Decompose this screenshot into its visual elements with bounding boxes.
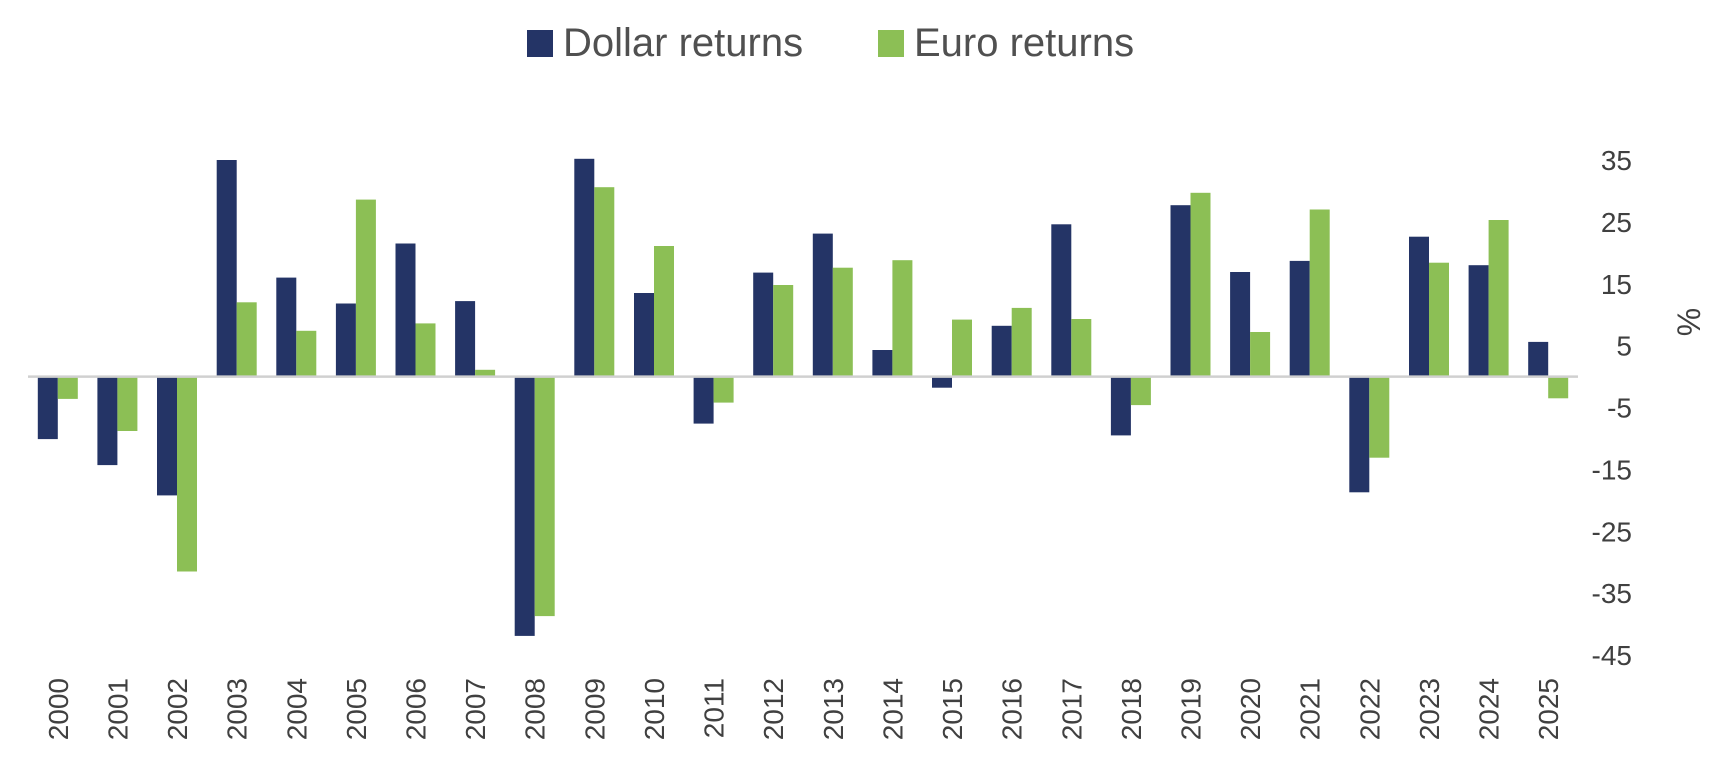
euro-bar-2011 [713,376,734,403]
euro-bar-2008 [534,376,555,617]
x-tick-label: 2025 [1533,678,1564,740]
x-tick-label: 2016 [997,678,1028,740]
euro-bar-2018 [1130,376,1151,406]
euro-bar-2003 [236,302,257,377]
dollar-bar-2014 [872,350,893,377]
x-tick-label: 2004 [281,678,312,740]
dollar-bar-2012 [753,272,774,377]
euro-bar-2007 [475,369,496,377]
x-tick-label: 2015 [937,678,968,740]
dollar-bar-2010 [634,293,654,377]
euro-bar-2005 [355,199,376,377]
dollar-bar-2021 [1289,260,1310,377]
dollar-bar-2011 [693,376,714,424]
euro-bar-2002 [177,376,197,572]
bars [37,158,1569,636]
legend-label-euro: Euro returns [914,21,1134,65]
y-tick-label: 5 [1616,331,1632,362]
x-tick-label: 2024 [1474,678,1505,740]
euro-bar-2021 [1309,209,1330,377]
dollar-bar-2024 [1468,265,1489,377]
euro-bar-2001 [117,376,138,431]
x-tick-label: 2012 [758,678,789,740]
euro-bar-2000 [57,376,78,399]
dollar-bar-2020 [1230,272,1251,377]
dollar-bar-2000 [37,376,58,440]
euro-bar-2004 [296,330,317,377]
x-tick-label: 2022 [1354,678,1385,740]
legend-swatch-dollar [527,30,553,57]
legend-swatch-euro [878,30,904,57]
y-tick-label: -25 [1592,516,1632,547]
dollar-bar-2023 [1409,236,1429,377]
euro-bar-2022 [1369,376,1390,458]
y-axis-title: % [1671,308,1707,336]
dollar-bar-2004 [276,277,297,377]
x-tick-label: 2011 [699,678,730,738]
x-tick-label: 2009 [579,678,610,740]
euro-bar-2020 [1250,332,1271,377]
euro-bar-2012 [773,285,794,377]
x-tick-label: 2007 [460,678,491,740]
y-tick-label: -15 [1592,454,1632,485]
x-tick-label: 2002 [162,678,193,740]
y-tick-label: 25 [1601,207,1632,238]
euro-bar-2025 [1548,376,1569,399]
dollar-bar-2025 [1528,341,1549,377]
dollar-bar-2008 [514,376,535,636]
y-tick-label: 35 [1601,145,1632,176]
x-axis-labels: 2000 2001 2002 2003 2004 2005 2006 2007 2008 2009… [43,678,1564,740]
dollar-bar-2007 [455,301,476,377]
x-tick-label: 2000 [43,678,74,740]
dollar-bar-2003 [216,160,237,377]
x-tick-label: 2010 [639,678,670,740]
x-tick-label: 2014 [877,678,908,740]
euro-bar-2016 [1011,307,1032,377]
euro-bar-2013 [832,267,853,377]
y-axis-ticks: 35 25 15 5 -5 -15 -25 -35 -45 [1592,145,1632,671]
y-tick-label: -35 [1592,578,1632,609]
dollar-bar-2013 [812,233,833,377]
euro-bar-2010 [654,246,674,377]
x-tick-label: 2020 [1235,678,1266,740]
euro-bar-2023 [1429,262,1449,377]
dollar-bar-2006 [395,243,416,377]
dollar-bar-2019 [1170,205,1191,377]
y-tick-label: -45 [1592,640,1632,671]
dollar-bar-2015 [932,376,952,388]
x-tick-label: 2008 [520,678,551,740]
x-tick-label: 2001 [102,678,133,740]
euro-bar-2019 [1190,192,1211,377]
x-tick-label: 2018 [1116,678,1147,740]
y-tick-label: -5 [1607,393,1632,424]
dollar-bar-2016 [991,325,1012,377]
dollar-bar-2005 [335,303,356,377]
x-tick-label: 2021 [1295,678,1326,740]
euro-bar-2017 [1071,319,1092,377]
dollar-bar-2002 [157,376,177,496]
x-tick-label: 2006 [401,678,432,740]
dollar-bar-2022 [1349,376,1370,493]
legend: Dollar returns Euro returns [527,21,1134,65]
euro-bar-2015 [952,319,972,377]
legend-label-dollar: Dollar returns [563,21,803,65]
x-tick-label: 2023 [1414,678,1445,740]
x-tick-label: 2019 [1176,678,1207,740]
euro-bar-2006 [415,323,436,377]
dollar-bar-2018 [1110,376,1131,436]
euro-bar-2009 [594,187,615,377]
x-tick-label: 2003 [222,678,253,740]
dollar-bar-2001 [97,376,118,466]
y-tick-label: 15 [1601,269,1632,300]
x-tick-label: 2005 [341,678,372,740]
x-tick-label: 2013 [818,678,849,740]
dollar-bar-2009 [574,158,595,377]
euro-bar-2014 [892,260,913,377]
euro-bar-2024 [1488,220,1509,377]
dollar-bar-2017 [1051,224,1072,377]
x-tick-label: 2017 [1056,678,1087,740]
